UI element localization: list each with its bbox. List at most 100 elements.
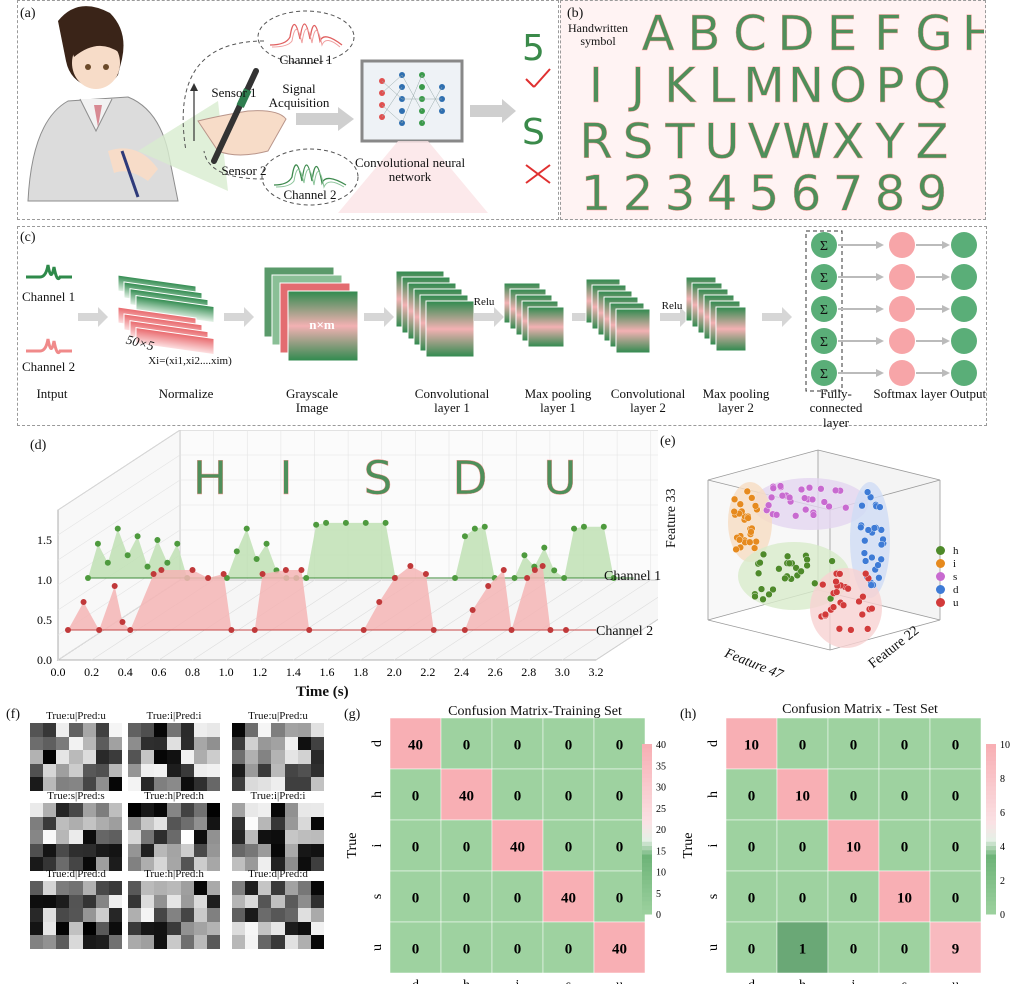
pixel-cell: [271, 843, 285, 858]
cm-cell-value: 0: [412, 840, 420, 856]
pixel-cell: [82, 921, 96, 936]
cm-cell: [827, 921, 880, 974]
feature-3d-scatter: [707, 449, 941, 651]
pixel-cell: [43, 803, 57, 817]
pixel-cell: [30, 777, 44, 791]
prediction-correct: 5: [522, 28, 545, 69]
handwritten-symbol: 5: [749, 166, 780, 218]
y-tick-label: 1.0: [37, 573, 52, 587]
channel2-point: [407, 563, 414, 569]
pixel-cell: [56, 921, 70, 936]
panel-a-illustration: [27, 6, 551, 213]
pixel-cell: [310, 894, 324, 909]
thumbnail-title: True:i|Pred:i: [250, 790, 306, 802]
pixel-cell: [232, 935, 246, 949]
pixel-cell: [141, 908, 155, 922]
channel2-bubble-label: Channel 2: [283, 187, 337, 202]
x-tick-label: 2.6: [488, 665, 503, 679]
colorbar-segment: [642, 807, 652, 813]
cm-x-tick: h: [799, 978, 806, 984]
colorbar-segment: [642, 803, 652, 809]
pixel-cell: [206, 857, 220, 871]
feature-point: [781, 574, 789, 583]
pixel-cell: [193, 723, 207, 737]
colorbar-tick: 30: [656, 783, 666, 794]
pixel-cell: [180, 921, 194, 936]
pixel-cell: [95, 894, 109, 909]
pixel-cell: [245, 830, 259, 844]
channel1-point: [114, 525, 121, 532]
feature-point: [832, 486, 840, 495]
pixel-cell: [232, 736, 246, 751]
pixel-cell: [167, 816, 181, 831]
pixel-cell: [43, 736, 57, 751]
cm-cell: [929, 921, 982, 974]
channel2-point: [306, 627, 313, 633]
cm-cell: [491, 870, 544, 923]
cm-cell: [827, 718, 880, 770]
feature-point: [751, 502, 760, 510]
cm-cell-value: 0: [463, 738, 471, 754]
nxm-label: n×m: [309, 317, 335, 332]
stage-label: Convolutional layer 1: [414, 386, 490, 416]
pixel-cell: [128, 816, 142, 831]
pixel-cell: [206, 830, 220, 844]
channel2-point: [251, 627, 258, 633]
feature-point: [861, 537, 869, 545]
cm-cell-value: 0: [952, 789, 960, 805]
pixel-cell: [154, 935, 168, 949]
channel1-point: [342, 519, 349, 526]
pixel-cell: [141, 763, 155, 778]
pixel-cell: [310, 763, 324, 778]
pixel-cell: [193, 921, 207, 936]
handwritten-symbol: 6: [791, 166, 822, 218]
pixel-cell: [167, 935, 181, 949]
pixel-cell: [258, 881, 272, 895]
cm-cell-value: 0: [748, 789, 756, 805]
colorbar-segment: [986, 824, 996, 830]
channel2-area: [68, 566, 566, 630]
handwritten-symbol: P: [876, 58, 905, 114]
cm-cell-value: 40: [612, 942, 627, 958]
colorbar-tick: 5: [656, 889, 661, 900]
channel2-point: [547, 627, 554, 633]
pixel-cell: [128, 803, 142, 817]
colorbar-segment: [642, 841, 652, 847]
pixel-cell: [310, 908, 324, 922]
pixel-cell: [297, 723, 311, 737]
feature-point: [759, 550, 768, 559]
cm-cell-value: 10: [897, 891, 912, 907]
sigma-label: Σ: [820, 335, 828, 350]
feature-point: [735, 536, 744, 544]
cm-cell-value: 0: [514, 891, 522, 907]
colorbar-segment: [986, 803, 996, 809]
pixel-cell: [258, 935, 272, 949]
feature-point: [803, 561, 811, 570]
pixel-cell: [180, 830, 194, 844]
feature-point: [857, 523, 865, 531]
stage-label: Convolutional layer 2: [610, 386, 686, 416]
pixel-cell: [310, 736, 324, 751]
pixel-cell: [258, 777, 272, 791]
channel1-point: [223, 575, 230, 581]
colorbar-tick: 0: [656, 910, 661, 921]
x-tick-label: 1.4: [286, 665, 301, 679]
pixel-cell: [284, 843, 298, 858]
cm-cell-value: 0: [952, 891, 960, 907]
cm-x-tick: s: [566, 978, 571, 984]
channel1-point: [164, 559, 171, 566]
feature-point: [792, 564, 800, 572]
pixel-cell: [245, 736, 259, 751]
pixel-cell: [193, 881, 207, 895]
feature-point: [750, 544, 759, 552]
feature-point: [765, 590, 773, 599]
pixel-cell: [30, 803, 44, 817]
normalize-red-stack: [117, 306, 215, 356]
handwritten-symbol: E: [827, 6, 857, 62]
colorbar-segment: [642, 773, 652, 779]
legend-dot: [936, 559, 945, 568]
pixel-cell: [43, 723, 57, 737]
pixel-cell: [297, 857, 311, 871]
feature-point: [769, 585, 777, 594]
pixel-cell: [167, 777, 181, 791]
